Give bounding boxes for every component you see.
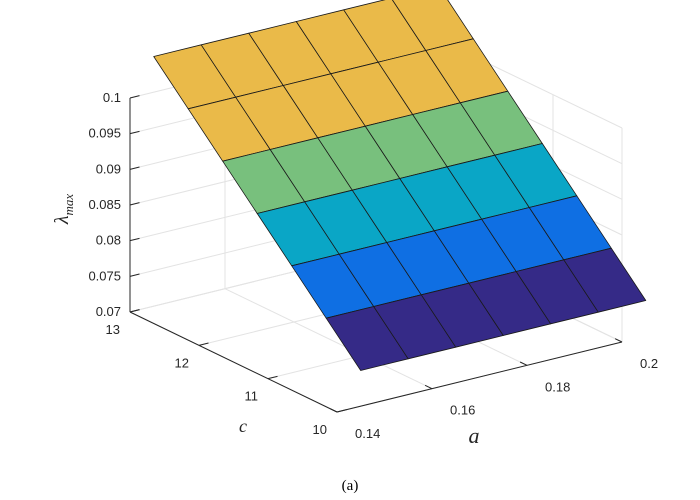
z-tick-mark <box>129 202 140 206</box>
z-tick-mark <box>129 273 140 277</box>
z-tick-mark <box>129 237 140 242</box>
a-tick-mark <box>614 338 623 343</box>
c-tick-mark <box>336 409 347 413</box>
z-tick-label: 0.1 <box>103 90 121 105</box>
a-tick-mark <box>519 361 528 366</box>
c-tick-label: 12 <box>175 355 189 370</box>
c-tick-label: 13 <box>106 322 120 337</box>
c-axis-title: c <box>239 416 247 436</box>
c-tick-label: 11 <box>245 389 259 404</box>
c-tick-mark <box>198 342 209 346</box>
c-tick-label: 10 <box>313 422 327 437</box>
a-tick-label: 0.16 <box>450 403 475 418</box>
a-tick-label: 0.18 <box>545 379 570 394</box>
c-axis-line <box>129 311 338 413</box>
z-tick-mark <box>129 95 140 99</box>
z-tick-mark <box>129 130 140 135</box>
figure-caption: (a) <box>341 478 359 494</box>
a-tick-mark <box>329 408 338 413</box>
c-tick-mark <box>267 375 278 380</box>
a-tick-label: 0.14 <box>355 426 380 441</box>
a-axis-line <box>336 341 623 413</box>
grid-line-a-floor <box>224 288 433 390</box>
surface-mesh <box>153 0 647 371</box>
z-tick-label: 0.08 <box>96 233 121 248</box>
axis-lines <box>129 95 623 413</box>
tick-labels: 0.14 0.16 0.18 0.2 10 11 12 13 0.07 0.075 0.08 0.08… <box>88 90 658 441</box>
z-tick-label: 0.095 <box>88 126 121 141</box>
z-axis-title: λmax <box>51 194 76 226</box>
z-tick-label: 0.09 <box>96 161 121 176</box>
z-tick-label: 0.075 <box>88 268 121 283</box>
a-tick-label: 0.2 <box>640 356 658 371</box>
z-tick-label: 0.07 <box>96 304 121 319</box>
z-tick-mark <box>129 166 140 170</box>
z-tick-label: 0.085 <box>88 197 121 212</box>
a-tick-mark <box>424 384 433 390</box>
a-axis-title: a <box>469 423 480 448</box>
surface-patch <box>563 247 647 313</box>
z-axis-title-subscript: max <box>61 194 76 216</box>
z-tick-mark <box>129 309 140 313</box>
